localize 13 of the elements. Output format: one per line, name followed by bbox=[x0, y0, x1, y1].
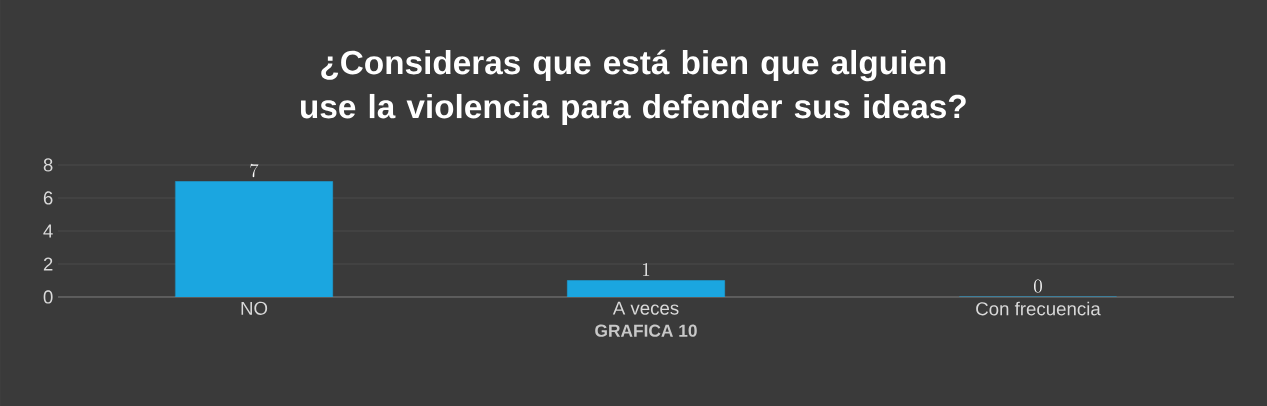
y-tick-label: 8 bbox=[43, 158, 53, 172]
y-tick-label: 2 bbox=[43, 257, 53, 271]
y-tick-label: 6 bbox=[43, 191, 53, 205]
data-label: 1 bbox=[643, 263, 650, 276]
data-label: 7 bbox=[250, 163, 259, 178]
x-axis-title: GRAFICA 10 bbox=[595, 324, 697, 337]
data-label: 0 bbox=[1034, 279, 1042, 293]
y-tick-label: 0 bbox=[43, 290, 53, 304]
y-tick-label: 4 bbox=[43, 224, 53, 238]
chart-title: ¿Consideras que está bien que alguien use la violencia para defender sus ideas? bbox=[301, 49, 966, 126]
x-tick-label: A veces bbox=[612, 301, 679, 315]
x-tick-label: Con frecuencia bbox=[976, 301, 1101, 316]
x-tick-label: NO bbox=[241, 301, 268, 315]
